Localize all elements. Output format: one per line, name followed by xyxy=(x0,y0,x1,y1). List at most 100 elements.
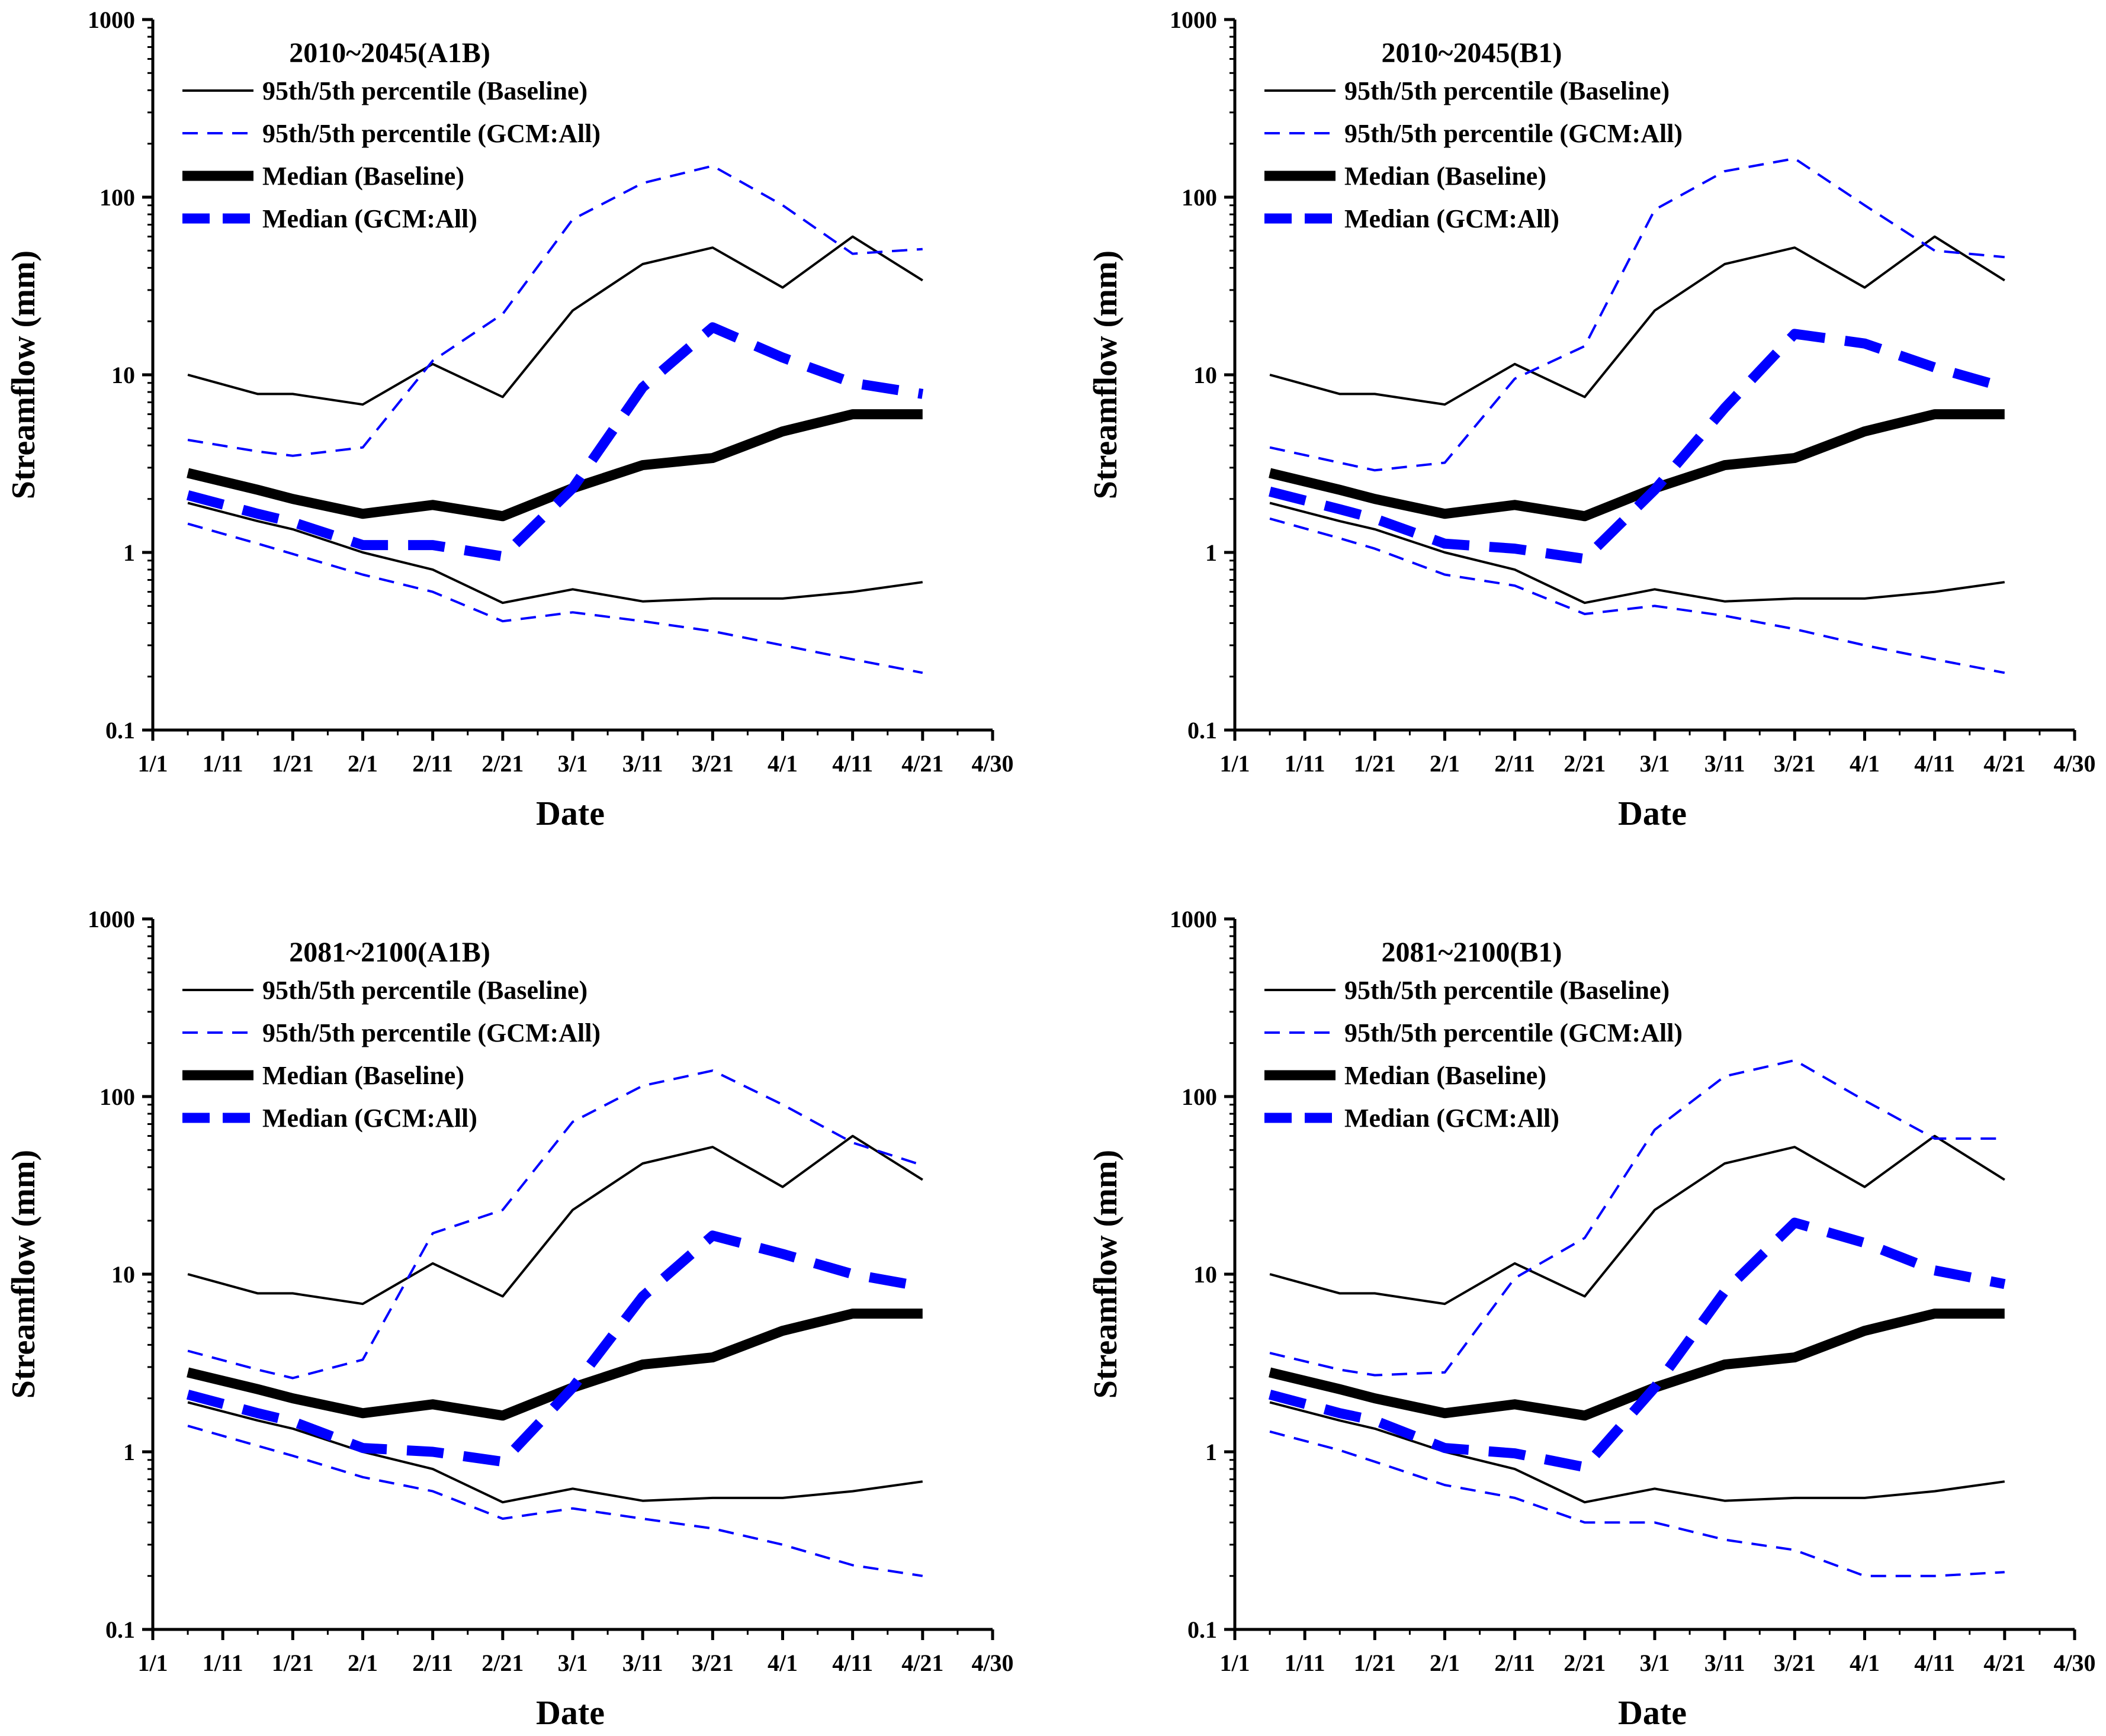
x-tick-label: 1/1 xyxy=(1219,1650,1250,1676)
legend-label: 95th/5th percentile (Baseline) xyxy=(1344,976,1670,1005)
x-tick-label: 1/21 xyxy=(1354,750,1396,777)
y-tick-label: 10 xyxy=(111,1261,135,1288)
legend-label: Median (Baseline) xyxy=(262,162,464,191)
x-tick-label: 4/30 xyxy=(971,750,1013,777)
series-line-thin-solid-lower xyxy=(1269,1401,2005,1504)
x-tick-label: 4/1 xyxy=(768,750,798,777)
y-tick-label: 1000 xyxy=(1170,7,1217,33)
chart-panel-2: 0.1 1 10 100 1000 1/1 1/11 1/21 2/1 2/11 2/21 3/1 3/… xyxy=(1087,7,2096,832)
legend-label: Median (GCM:All) xyxy=(262,204,477,233)
x-tick-label: 4/21 xyxy=(901,750,943,777)
x-tick-label: 3/11 xyxy=(1704,1650,1745,1676)
x-tick-label: 2/1 xyxy=(348,750,378,777)
x-tick-label: 3/1 xyxy=(1639,1650,1670,1676)
legend-label: Median (Baseline) xyxy=(1344,1061,1546,1090)
y-tick-label: 0.1 xyxy=(1187,1616,1217,1643)
x-tick-label: 2/1 xyxy=(1430,750,1460,777)
chart-title: 2010~2045(A1B) xyxy=(289,37,490,69)
x-tick-label: 4/30 xyxy=(2053,750,2095,777)
series-line-thick-solid xyxy=(1269,409,2005,522)
series-line-thick-solid xyxy=(187,1309,923,1421)
y-tick-label: 1 xyxy=(123,1439,135,1465)
y-tick-label: 0.1 xyxy=(105,717,135,744)
legend-label: 95th/5th percentile (GCM:All) xyxy=(1344,1018,1683,1047)
legend-label: Median (GCM:All) xyxy=(1344,204,1559,233)
x-tick-label: 3/1 xyxy=(1639,750,1670,777)
x-tick-label: 4/30 xyxy=(971,1650,1013,1676)
series-line-thin-solid-lower xyxy=(187,501,923,605)
y-tick-label: 10 xyxy=(111,362,135,388)
y-tick-label: 1000 xyxy=(88,7,135,33)
legend-label: 95th/5th percentile (GCM:All) xyxy=(262,119,601,148)
y-tick-label: 100 xyxy=(99,1084,135,1110)
series-line-thin-solid-lower xyxy=(1269,501,2005,605)
series-line-thin-solid xyxy=(187,1134,923,1306)
x-tick-label: 1/21 xyxy=(272,1650,314,1676)
x-tick-label: 2/11 xyxy=(1494,1650,1535,1676)
y-axis-label: Streamflow (mm) xyxy=(5,1150,42,1399)
legend-label: 95th/5th percentile (Baseline) xyxy=(1344,76,1670,105)
legend: 95th/5th percentile (Baseline) 95th/5th p… xyxy=(182,76,601,233)
y-tick-label: 1 xyxy=(1205,539,1217,566)
x-axis-label: Date xyxy=(536,794,605,832)
y-tick-label: 1000 xyxy=(1170,906,1217,933)
x-tick-label: 1/1 xyxy=(137,750,168,777)
x-axis-label: Date xyxy=(1618,1693,1687,1732)
series-line-thin-dash-lower xyxy=(1269,1430,2005,1577)
x-tick-label: 2/21 xyxy=(481,750,524,777)
x-tick-label: 1/11 xyxy=(1285,1650,1325,1676)
x-tick-label: 4/30 xyxy=(2053,1650,2095,1676)
x-tick-label: 1/21 xyxy=(272,750,314,777)
chart-panel-3: 0.1 1 10 100 1000 1/1 1/11 1/21 2/1 2/11 2/21 3/1 3/… xyxy=(5,906,1014,1732)
series-line-thin-dash-lower xyxy=(187,522,923,674)
legend-label: Median (Baseline) xyxy=(262,1061,464,1090)
y-axis-label: Streamflow (mm) xyxy=(1087,250,1124,499)
x-tick-label: 3/21 xyxy=(1774,750,1816,777)
legend-label: 95th/5th percentile (GCM:All) xyxy=(1344,119,1683,148)
x-tick-label: 3/21 xyxy=(692,750,734,777)
x-tick-label: 2/11 xyxy=(1494,750,1535,777)
series-line-thick-solid xyxy=(1269,1309,2005,1421)
y-tick-label: 100 xyxy=(1182,1084,1217,1110)
x-tick-label: 2/21 xyxy=(481,1650,524,1676)
x-tick-label: 4/1 xyxy=(1850,750,1880,777)
series-line-thin-dash xyxy=(187,165,923,457)
x-tick-label: 2/1 xyxy=(1430,1650,1460,1676)
y-axis-label: Streamflow (mm) xyxy=(5,250,42,499)
x-tick-label: 3/21 xyxy=(1774,1650,1816,1676)
x-tick-label: 4/1 xyxy=(768,1650,798,1676)
x-tick-label: 3/1 xyxy=(557,750,588,777)
x-tick-label: 1/11 xyxy=(203,1650,243,1676)
legend: 95th/5th percentile (Baseline) 95th/5th p… xyxy=(1264,976,1683,1133)
x-tick-label: 4/21 xyxy=(1983,1650,2025,1676)
y-tick-label: 1 xyxy=(123,539,135,566)
series-line-thin-solid xyxy=(1269,235,2005,406)
y-tick-label: 1000 xyxy=(88,906,135,933)
legend-label: Median (GCM:All) xyxy=(262,1104,477,1133)
x-tick-label: 1/11 xyxy=(1285,750,1325,777)
chart-title: 2010~2045(B1) xyxy=(1382,37,1562,69)
series-line-thick-solid xyxy=(187,409,923,522)
x-tick-label: 2/21 xyxy=(1564,1650,1606,1676)
legend: 95th/5th percentile (Baseline) 95th/5th p… xyxy=(182,976,601,1133)
series-line-thin-solid xyxy=(1269,1134,2005,1306)
x-axis-label: Date xyxy=(1618,794,1687,832)
series-line-thin-solid xyxy=(187,235,923,406)
legend: 95th/5th percentile (Baseline) 95th/5th p… xyxy=(1264,76,1683,233)
y-tick-label: 0.1 xyxy=(105,1616,135,1643)
legend-label: Median (GCM:All) xyxy=(1344,1104,1559,1133)
legend-label: 95th/5th percentile (Baseline) xyxy=(262,976,588,1005)
series-line-thin-dash xyxy=(187,1069,923,1380)
chart-title: 2081~2100(A1B) xyxy=(289,937,490,968)
series-line-thin-solid-lower xyxy=(187,1401,923,1504)
legend-label: Median (Baseline) xyxy=(1344,162,1546,191)
y-tick-label: 10 xyxy=(1193,1261,1217,1288)
y-tick-label: 100 xyxy=(1182,184,1217,211)
series-line-thick-dash xyxy=(186,1230,924,1467)
x-tick-label: 4/1 xyxy=(1850,1650,1880,1676)
x-tick-label: 1/11 xyxy=(203,750,243,777)
x-tick-label: 2/11 xyxy=(412,1650,453,1676)
series-line-thin-dash xyxy=(1269,1059,2005,1377)
x-tick-label: 4/21 xyxy=(901,1650,943,1676)
